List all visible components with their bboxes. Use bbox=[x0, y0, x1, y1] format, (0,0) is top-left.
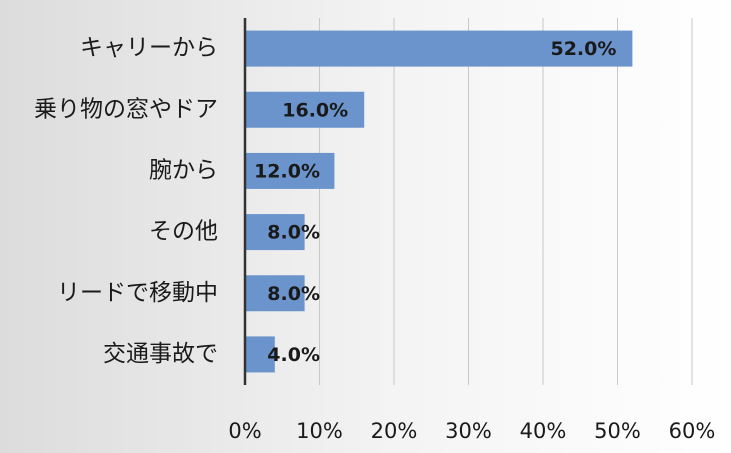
bar bbox=[245, 91, 365, 128]
y-tick-label: その他 bbox=[149, 219, 218, 245]
x-tick-label: 10% bbox=[296, 419, 343, 443]
x-tick-label: 30% bbox=[445, 419, 492, 443]
bar bbox=[245, 30, 633, 67]
value-label: 12.0% bbox=[254, 160, 320, 182]
x-tick-label: 0% bbox=[228, 419, 261, 443]
bar bbox=[245, 214, 305, 251]
value-label: 8.0% bbox=[267, 283, 320, 305]
x-tick-label: 40% bbox=[520, 419, 567, 443]
value-label: 8.0% bbox=[267, 222, 320, 244]
x-tick-label: 20% bbox=[371, 419, 418, 443]
x-tick-label: 60% bbox=[669, 419, 716, 443]
value-label: 4.0% bbox=[267, 344, 320, 366]
bar bbox=[245, 275, 305, 312]
y-tick-label: 腕から bbox=[149, 157, 218, 183]
y-tick-label: 交通事故で bbox=[103, 341, 218, 367]
value-label: 16.0% bbox=[282, 99, 348, 121]
bar bbox=[245, 336, 275, 373]
bar bbox=[245, 152, 335, 189]
y-tick-label: 乗り物の窓やドア bbox=[34, 96, 218, 122]
x-tick-label: 50% bbox=[594, 419, 641, 443]
value-label: 52.0% bbox=[550, 38, 616, 60]
y-tick-label: リードで移動中 bbox=[57, 280, 218, 306]
y-tick-label: キャリーから bbox=[80, 35, 218, 61]
